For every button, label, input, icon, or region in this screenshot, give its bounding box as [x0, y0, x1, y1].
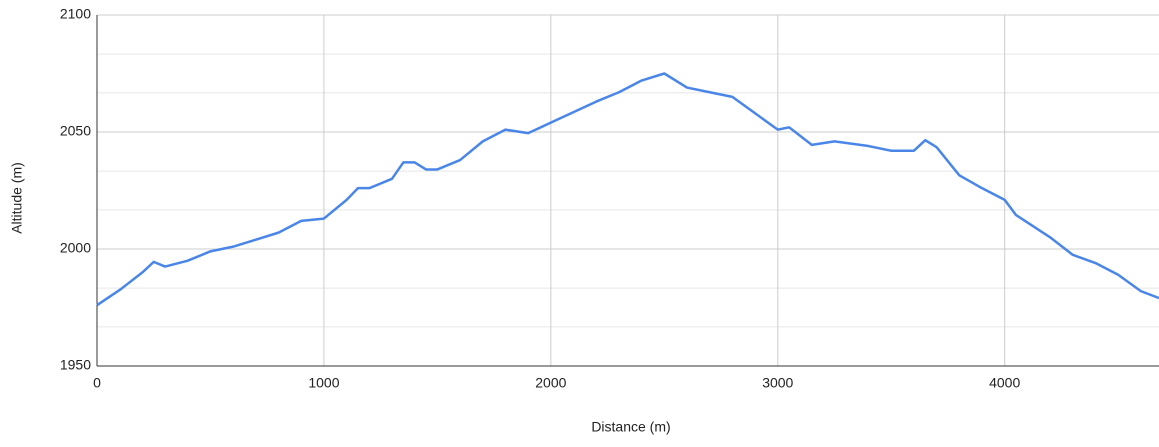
y-tick-label: 2100	[60, 6, 91, 22]
y-tick-label: 2000	[60, 240, 91, 256]
y-axis-title: Altitude (m)	[9, 162, 25, 234]
y-tick-label: 2050	[60, 123, 91, 139]
x-tick-label: 2000	[535, 375, 566, 391]
x-axis-title: Distance (m)	[591, 419, 670, 435]
x-tick-label: 4000	[989, 375, 1020, 391]
line	[96, 72, 1159, 307]
x-tick-label: 1000	[308, 375, 339, 391]
x-tick-label: 0	[93, 375, 101, 391]
y-tick-label: 1950	[60, 357, 91, 373]
x-tick-label: 3000	[762, 375, 793, 391]
